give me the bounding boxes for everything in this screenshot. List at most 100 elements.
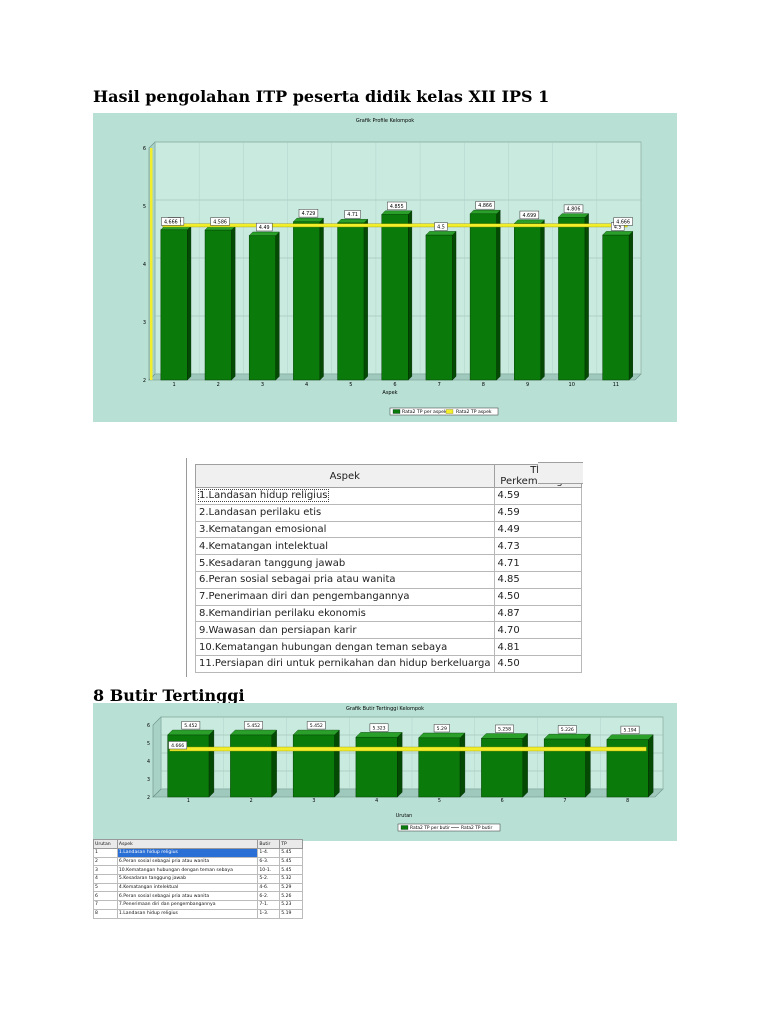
aspek-cell: 3.Kematangan emosional: [195, 520, 495, 539]
table-row[interactable]: 5 4.Kematangan intelektual 4-6. 5.29: [93, 882, 303, 893]
chart-title: Grafik Profile Kelompok: [356, 118, 414, 124]
aspek-cell: 2.Landasan perilaku etis: [195, 503, 495, 522]
tk-cell: 4.50: [493, 654, 582, 673]
chart-title: Grafik Butir Tertinggi Kelompok: [346, 706, 424, 712]
x-tick-label: 3: [312, 798, 315, 804]
aspek-cell: 7.Penerimaan diri dan pengembangannya: [116, 900, 259, 910]
x-axis-label: Aspek: [382, 390, 397, 396]
table-row[interactable]: 9.Wawasan dan persiapan karir 4.70: [195, 621, 582, 640]
data-label: 4.5: [614, 224, 622, 230]
x-tick-label: 8: [626, 798, 629, 804]
table-row[interactable]: 6.Peran sosial sebagai pria atau wanita 4…: [195, 570, 582, 589]
data-label-box: [369, 723, 389, 732]
urutan-cell: 1: [93, 848, 118, 858]
aspek-cell: 4.Kematangan intelektual: [116, 882, 259, 893]
aspek-cell: 5.Kesadaran tanggung jawab: [195, 554, 495, 572]
x-tick-label: 7: [438, 382, 441, 388]
aspek-text: 6.Peran sosial sebagai pria atau wanita: [199, 574, 396, 586]
data-label: 4.806: [567, 207, 581, 213]
data-label-box: [344, 210, 361, 219]
butir-chart-svg: Grafik Butir Tertinggi Kelompok 2 3 4 5 6 1 2 3 4…: [93, 703, 677, 841]
table-row[interactable]: 10.Kematangan hubungan dengan teman seba…: [195, 638, 582, 656]
legend: Rata2 TP per aspek Rata2 TP aspek: [389, 407, 499, 416]
aspek-text: 2.Landasan perilaku etis: [199, 507, 322, 519]
urutan-cell: 3: [93, 865, 118, 876]
y-tick-label: 5: [147, 741, 150, 747]
data-label: 5.323: [372, 725, 385, 731]
column-header-aspek[interactable]: Aspek: [116, 839, 259, 849]
table-row[interactable]: 11.Persiapan diri untuk pernikahan dan h…: [195, 654, 582, 673]
data-label-box: [244, 721, 263, 730]
y-tick-label: 3: [147, 777, 150, 783]
y-tick-label: 6: [147, 723, 150, 729]
table-row[interactable]: 3 10.Kematangan hubungan dengan teman seb…: [93, 865, 303, 876]
series-line: [169, 746, 647, 752]
table-row[interactable]: 4.Kematangan intelektual 4.73: [195, 537, 582, 556]
bar: [292, 729, 340, 798]
bar: [167, 729, 215, 798]
aspek-cell: 8.Kemandirian perilaku ekonomis: [195, 604, 495, 623]
column-header-tp[interactable]: TP: [279, 839, 303, 849]
legend: Rata2 TP per butir Rata2 TP butir: [397, 823, 501, 832]
aspek-cell: 10.Kematangan hubungan dengan teman seba…: [195, 638, 495, 656]
data-label: 4.855: [390, 204, 404, 210]
series-line-vertical: [150, 148, 153, 380]
table-row[interactable]: 5.Kesadaran tanggung jawab 4.71: [195, 554, 582, 572]
aspek-text: 4.Kematangan intelektual: [199, 540, 329, 552]
tp-cell: 5.29: [279, 882, 303, 893]
table-row[interactable]: 7.Penerimaan diri dan pengembangannya 4.5…: [195, 587, 582, 606]
x-tick-label: 9: [526, 382, 529, 388]
butir-cell: 1-4.: [257, 848, 281, 858]
table-row[interactable]: 8 1.Landasan hidup religius 1-3. 5.19: [93, 908, 303, 919]
butir-chart: Grafik Butir Tertinggi Kelompok 2 3 4 5 6 1 2 3 4…: [93, 703, 677, 841]
data-label-box: [475, 201, 495, 210]
aspek-cell: 1.Landasan hidup religius: [116, 908, 259, 919]
bar: [292, 217, 324, 381]
legend-label: Rata2 TP butir: [461, 825, 492, 831]
aspek-cell: 9.Wawasan dan persiapan karir: [195, 621, 495, 640]
butir-table: Urutan Aspek Butir TP 1 1.Landasan hidup …: [93, 839, 305, 923]
line-label: 4.666: [616, 219, 630, 225]
table-row[interactable]: 2 6.Peran sosial sebagai pria atau wanita…: [93, 856, 303, 867]
table-row[interactable]: 8.Kemandirian perilaku ekonomis 4.87: [195, 604, 582, 623]
aspek-cell: 4.Kematangan intelektual: [195, 537, 495, 556]
urutan-cell: 8: [93, 908, 118, 919]
column-header-butir[interactable]: Butir: [257, 839, 281, 849]
data-label-box: [181, 721, 201, 730]
x-tick-label: 3: [261, 382, 264, 388]
data-label: 4.5: [437, 224, 445, 230]
plot-wall: [152, 716, 162, 798]
data-label: 4.699: [522, 213, 536, 219]
table-row[interactable]: 4 5.Kesadaran tanggung jawab 5-2. 5.32: [93, 874, 303, 884]
table-row[interactable]: 2.Landasan perilaku etis 4.59: [195, 503, 582, 522]
data-label-box: [210, 217, 230, 226]
x-tick-label: 10: [569, 382, 575, 388]
butir-cell: 1-3.: [257, 908, 281, 919]
aspek-table: Aspek Tk. Perkembangan 1.Landasan hidup …: [186, 458, 583, 677]
data-label-box: [620, 725, 640, 734]
x-tick-label: 2: [217, 382, 220, 388]
data-label: 5.452: [247, 723, 260, 729]
table-row[interactable]: 1 1.Landasan hidup religius 1-4. 5.45: [93, 848, 303, 858]
x-tick-label: 1: [187, 798, 190, 804]
x-tick-label: 4: [375, 798, 378, 804]
column-header-urutan[interactable]: Urutan: [93, 839, 118, 849]
data-label: 5.452: [184, 723, 197, 729]
aspek-text: 3.Kematangan emosional: [199, 523, 327, 535]
x-tick-label: 6: [393, 382, 396, 388]
aspek-cell: 6.Peran sosial sebagai pria atau wanita: [195, 570, 495, 589]
column-header-aspek[interactable]: Aspek: [195, 464, 495, 488]
table-row[interactable]: 1.Landasan hidup religius 4.59: [195, 487, 582, 505]
butir-cell: 5-2.: [257, 874, 281, 884]
legend-swatch-line: [445, 409, 454, 414]
data-label-box: [495, 724, 514, 733]
aspek-text: 10.Kematangan hubungan dengan teman seba…: [199, 641, 448, 653]
bar: [248, 231, 280, 381]
data-label: 4.586: [213, 219, 227, 225]
table-row[interactable]: 3.Kematangan emosional 4.49: [195, 520, 582, 539]
data-label: 4.49: [259, 225, 270, 231]
tk-cell: 4.59: [493, 487, 582, 505]
data-label: 4.71: [347, 212, 358, 218]
table-row[interactable]: 7 7.Penerimaan diri dan pengembangannya 7-…: [93, 900, 303, 910]
table-row[interactable]: 6 6.Peran sosial sebagai pria atau wanita…: [93, 891, 303, 902]
